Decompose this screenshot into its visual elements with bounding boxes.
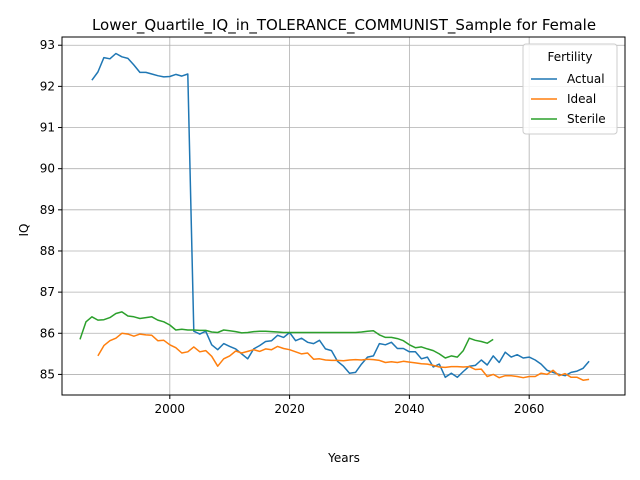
legend-label-ideal: Ideal <box>567 92 596 106</box>
x-tick-label: 2060 <box>514 402 545 416</box>
legend: Fertility Actual Ideal Sterile <box>522 43 618 135</box>
plot-area: 2000 2020 2040 2060 85 86 87 88 89 90 91 92 93 <box>40 36 626 416</box>
legend-title: Fertility <box>547 50 592 64</box>
y-tick-label: 91 <box>40 121 55 135</box>
y-tick-label: 92 <box>40 79 55 93</box>
series-line-ideal <box>97 332 590 381</box>
y-axis-label: IQ <box>17 224 31 237</box>
y-tick-label: 87 <box>40 285 55 299</box>
x-tick-label: 2040 <box>394 402 425 416</box>
y-tick-label: 93 <box>40 38 55 52</box>
x-tick-label: 2020 <box>274 402 305 416</box>
legend-label-sterile: Sterile <box>567 112 606 126</box>
x-tick-label: 2000 <box>155 402 186 416</box>
y-tick-label: 86 <box>40 326 55 340</box>
legend-frame <box>522 43 618 135</box>
plot-frame <box>61 36 626 396</box>
x-axis-label: Years <box>327 451 360 465</box>
legend-label-actual: Actual <box>567 72 605 86</box>
y-tick-label: 90 <box>40 162 55 176</box>
y-tick-label: 88 <box>40 244 55 258</box>
chart-title: Lower_Quartile_IQ_in_TOLERANCE_COMMUNIST… <box>92 16 596 35</box>
y-tick-label: 89 <box>40 203 55 217</box>
series-line-actual <box>91 52 590 379</box>
series-line-sterile <box>79 311 494 359</box>
y-tick-label: 85 <box>40 367 55 381</box>
